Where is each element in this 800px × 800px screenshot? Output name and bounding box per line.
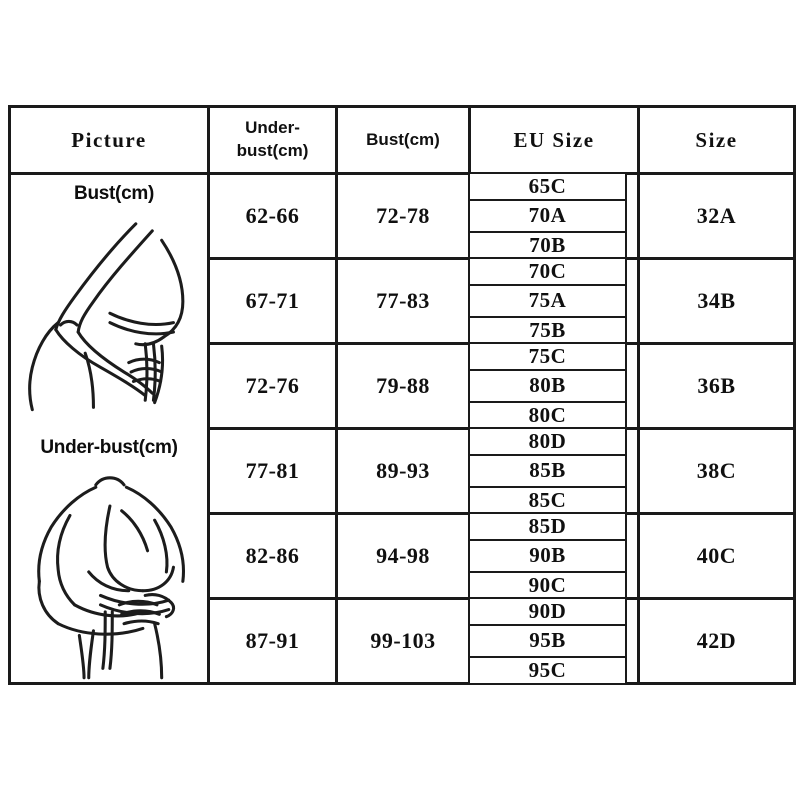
table-row: 87-91 99-103 90D 95B 95C 42D xyxy=(10,597,796,685)
table-row: 77-81 89-93 80D 85B 85C 38C xyxy=(10,427,796,515)
size-value: 36B xyxy=(637,342,796,430)
bust-measure-illustration xyxy=(0,205,221,429)
eu-size-cell: 80D 85B 85C xyxy=(468,427,640,515)
eu-size-cell: 75C 80B 80C xyxy=(468,342,640,430)
bust-caption: Bust(cm) xyxy=(74,183,154,204)
bust-measure-block: Bust(cm) xyxy=(11,175,207,429)
table-header-row: Picture Under-bust(cm) Bust(cm) EU Size … xyxy=(8,105,796,175)
bust-value: 94-98 xyxy=(335,512,471,600)
eu-size-cell: 65C 70A 70B xyxy=(468,172,640,260)
column-header-size: Size xyxy=(637,105,796,175)
size-value: 34B xyxy=(637,257,796,345)
under-bust-value: 77-81 xyxy=(207,427,338,515)
eu-size-item: 90C xyxy=(468,570,627,600)
under-bust-value: 72-76 xyxy=(207,342,338,430)
size-value: 38C xyxy=(637,427,796,515)
eu-size-item: 65C xyxy=(468,172,627,202)
under-bust-caption: Under-bust(cm) xyxy=(40,436,178,458)
eu-size-item: 80C xyxy=(468,400,627,430)
column-header-bust: Bust(cm) xyxy=(335,105,471,175)
eu-size-item: 70C xyxy=(468,257,627,287)
under-bust-value: 87-91 xyxy=(207,597,338,685)
table-row: 82-86 94-98 85D 90B 90C 40C xyxy=(10,512,796,600)
eu-size-item: 75A xyxy=(468,286,627,316)
eu-size-item: 75B xyxy=(468,315,627,345)
eu-size-item: 80D xyxy=(468,427,627,457)
eu-size-item: 70B xyxy=(468,230,627,260)
eu-size-item: 95C xyxy=(468,655,627,685)
bust-value: 99-103 xyxy=(335,597,471,685)
eu-size-item: 85D xyxy=(468,512,627,542)
underbust-measure-block: Under-bust(cm) xyxy=(11,429,207,683)
eu-size-cell: 90D 95B 95C xyxy=(468,597,640,685)
underbust-measure-illustration xyxy=(0,459,221,683)
size-chart-container: Picture Under-bust(cm) Bust(cm) EU Size … xyxy=(8,105,796,685)
eu-size-item: 95B xyxy=(468,626,627,656)
bust-value: 72-78 xyxy=(335,172,471,260)
table-row: 72-76 79-88 75C 80B 80C 36B xyxy=(10,342,796,430)
bust-value: 79-88 xyxy=(335,342,471,430)
eu-size-item: 90B xyxy=(468,541,627,571)
table-row: Bust(cm) xyxy=(8,172,796,685)
eu-size-cell: 70C 75A 75B xyxy=(468,257,640,345)
bust-value: 77-83 xyxy=(335,257,471,345)
size-value: 40C xyxy=(637,512,796,600)
under-bust-value: 67-71 xyxy=(207,257,338,345)
under-bust-value: 62-66 xyxy=(207,172,338,260)
eu-size-item: 70A xyxy=(468,201,627,231)
size-value: 32A xyxy=(637,172,796,260)
eu-size-cell: 85D 90B 90C xyxy=(468,512,640,600)
column-header-picture: Picture xyxy=(8,105,210,175)
size-chart-table: Picture Under-bust(cm) Bust(cm) EU Size … xyxy=(8,105,796,685)
eu-size-item: 80B xyxy=(468,371,627,401)
eu-size-item: 85B xyxy=(468,456,627,486)
eu-size-item: 85C xyxy=(468,485,627,515)
column-header-eu-size: EU Size xyxy=(468,105,640,175)
column-header-under-bust: Under-bust(cm) xyxy=(207,105,338,175)
size-value: 42D xyxy=(637,597,796,685)
table-row: 67-71 77-83 70C 75A 75B 34B xyxy=(10,257,796,345)
under-bust-value: 82-86 xyxy=(207,512,338,600)
picture-cell: Bust(cm) xyxy=(8,172,210,685)
eu-size-item: 75C xyxy=(468,342,627,372)
bust-value: 89-93 xyxy=(335,427,471,515)
eu-size-item: 90D xyxy=(468,597,627,627)
